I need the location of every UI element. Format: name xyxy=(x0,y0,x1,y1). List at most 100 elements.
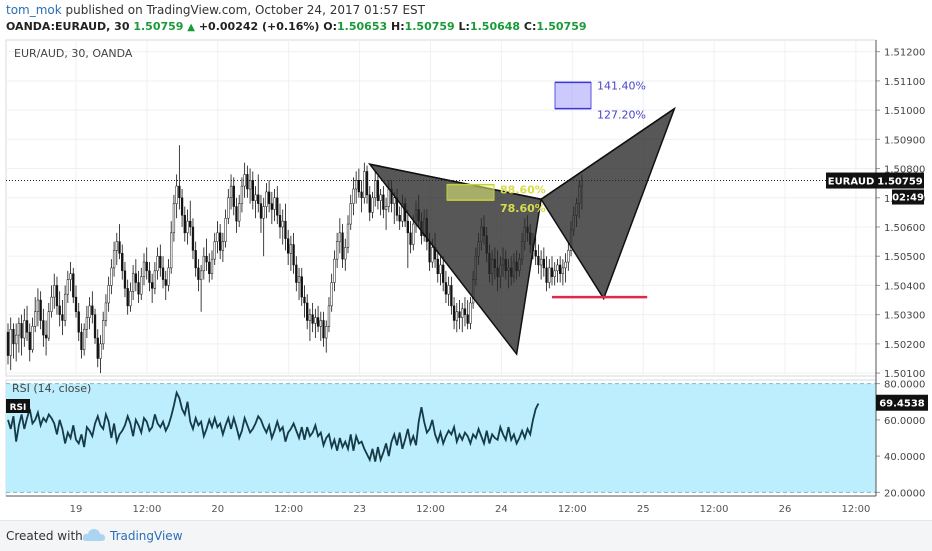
symbol-tag-label: EURAUD xyxy=(828,177,875,188)
candle xyxy=(363,162,366,204)
candle xyxy=(118,224,121,260)
time-tick-label: 12:00 xyxy=(132,504,161,515)
candle xyxy=(6,323,10,365)
candle xyxy=(99,335,102,374)
candle xyxy=(281,209,284,245)
candle-body xyxy=(31,326,34,350)
candle xyxy=(267,180,271,213)
candle-body xyxy=(20,323,23,339)
candle-body xyxy=(216,232,219,242)
publish-text: published on TradingView.com, October 24… xyxy=(65,3,425,17)
rsi-tick-label: 40.0000 xyxy=(884,452,925,463)
candle-body xyxy=(96,337,99,359)
candle xyxy=(289,235,293,271)
candle-body xyxy=(553,270,556,277)
candle-body xyxy=(74,296,78,312)
price-tick-label: 1.50900 xyxy=(884,135,925,146)
candle-body xyxy=(102,320,105,345)
candle-body xyxy=(243,174,246,187)
candle xyxy=(156,247,159,280)
candle xyxy=(439,256,442,286)
candle xyxy=(262,197,265,257)
candle xyxy=(368,186,371,222)
candle xyxy=(31,317,34,353)
candle xyxy=(186,209,189,245)
candle xyxy=(126,279,129,315)
candle-body xyxy=(539,258,543,266)
time-tick-label: 12:00 xyxy=(700,504,729,515)
candle xyxy=(567,241,570,271)
tradingview-brand[interactable]: TradingView xyxy=(110,529,183,543)
candle-body xyxy=(469,302,472,324)
candle-body xyxy=(450,285,453,307)
price-tag-value: 1.50759 xyxy=(877,177,923,188)
candle-body xyxy=(311,314,314,324)
candle-body xyxy=(202,255,205,272)
candle-body xyxy=(118,241,121,254)
candle xyxy=(53,273,56,309)
candle xyxy=(210,250,214,280)
candle-body xyxy=(42,320,45,336)
candle xyxy=(316,305,320,333)
candle xyxy=(265,183,268,219)
candle-body xyxy=(6,331,10,356)
candle xyxy=(178,145,181,210)
candle-body xyxy=(382,194,385,210)
candle xyxy=(20,314,23,356)
candle xyxy=(66,270,69,303)
candle-body xyxy=(170,232,173,269)
candle-body xyxy=(267,191,271,204)
candle-body xyxy=(542,258,545,269)
pattern-bd-line xyxy=(540,108,675,200)
candle-body xyxy=(115,241,118,251)
candle xyxy=(93,308,97,344)
price-tick-label: 1.50400 xyxy=(884,281,925,292)
candle-body xyxy=(393,197,396,204)
rsi-tick-label: 20.0000 xyxy=(884,488,925,499)
candle xyxy=(346,215,350,254)
candle xyxy=(442,256,445,292)
candle-body xyxy=(172,203,176,234)
candle xyxy=(145,247,148,280)
author-link[interactable]: tom_mok xyxy=(6,3,62,17)
candle-body xyxy=(548,267,551,283)
candle xyxy=(327,297,331,333)
price-chart[interactable]: 19 12:00 20 12:00 23 12:00 24 12:00 25 12:00 26 12:… xyxy=(0,38,932,520)
candle xyxy=(561,259,565,286)
candle xyxy=(88,297,91,330)
fib-label-886: 88.60% xyxy=(500,184,546,197)
created-with-text: Created with xyxy=(6,529,83,543)
candle-body xyxy=(246,174,249,190)
fib-zone-high xyxy=(554,81,592,110)
candle-body xyxy=(352,188,355,204)
candle xyxy=(548,259,551,289)
candle xyxy=(292,232,295,274)
candle-body xyxy=(194,250,197,269)
candle-body xyxy=(235,206,238,222)
candle-body xyxy=(314,317,317,324)
rsi-tag-label: RSI xyxy=(10,403,27,413)
candle-body xyxy=(346,223,350,248)
candle-body xyxy=(221,241,225,251)
candle-body xyxy=(357,179,361,193)
candle-body xyxy=(88,305,91,318)
candle-body xyxy=(80,331,83,350)
candle-body xyxy=(461,308,464,318)
candle-body xyxy=(28,331,31,350)
candle-body xyxy=(273,197,276,210)
candle xyxy=(175,174,178,219)
low-label: L: xyxy=(458,20,470,33)
candle xyxy=(564,253,567,283)
candle-body xyxy=(289,244,293,254)
candle-body xyxy=(365,171,369,196)
candle xyxy=(23,308,26,347)
candle xyxy=(72,267,75,303)
candle xyxy=(452,297,456,330)
candle xyxy=(164,270,167,301)
candle-body xyxy=(53,285,56,298)
candle-body xyxy=(238,203,241,222)
candle xyxy=(194,241,197,277)
time-tick-label: 26 xyxy=(779,504,792,515)
candle-body xyxy=(240,185,244,204)
candle-body xyxy=(387,188,390,207)
